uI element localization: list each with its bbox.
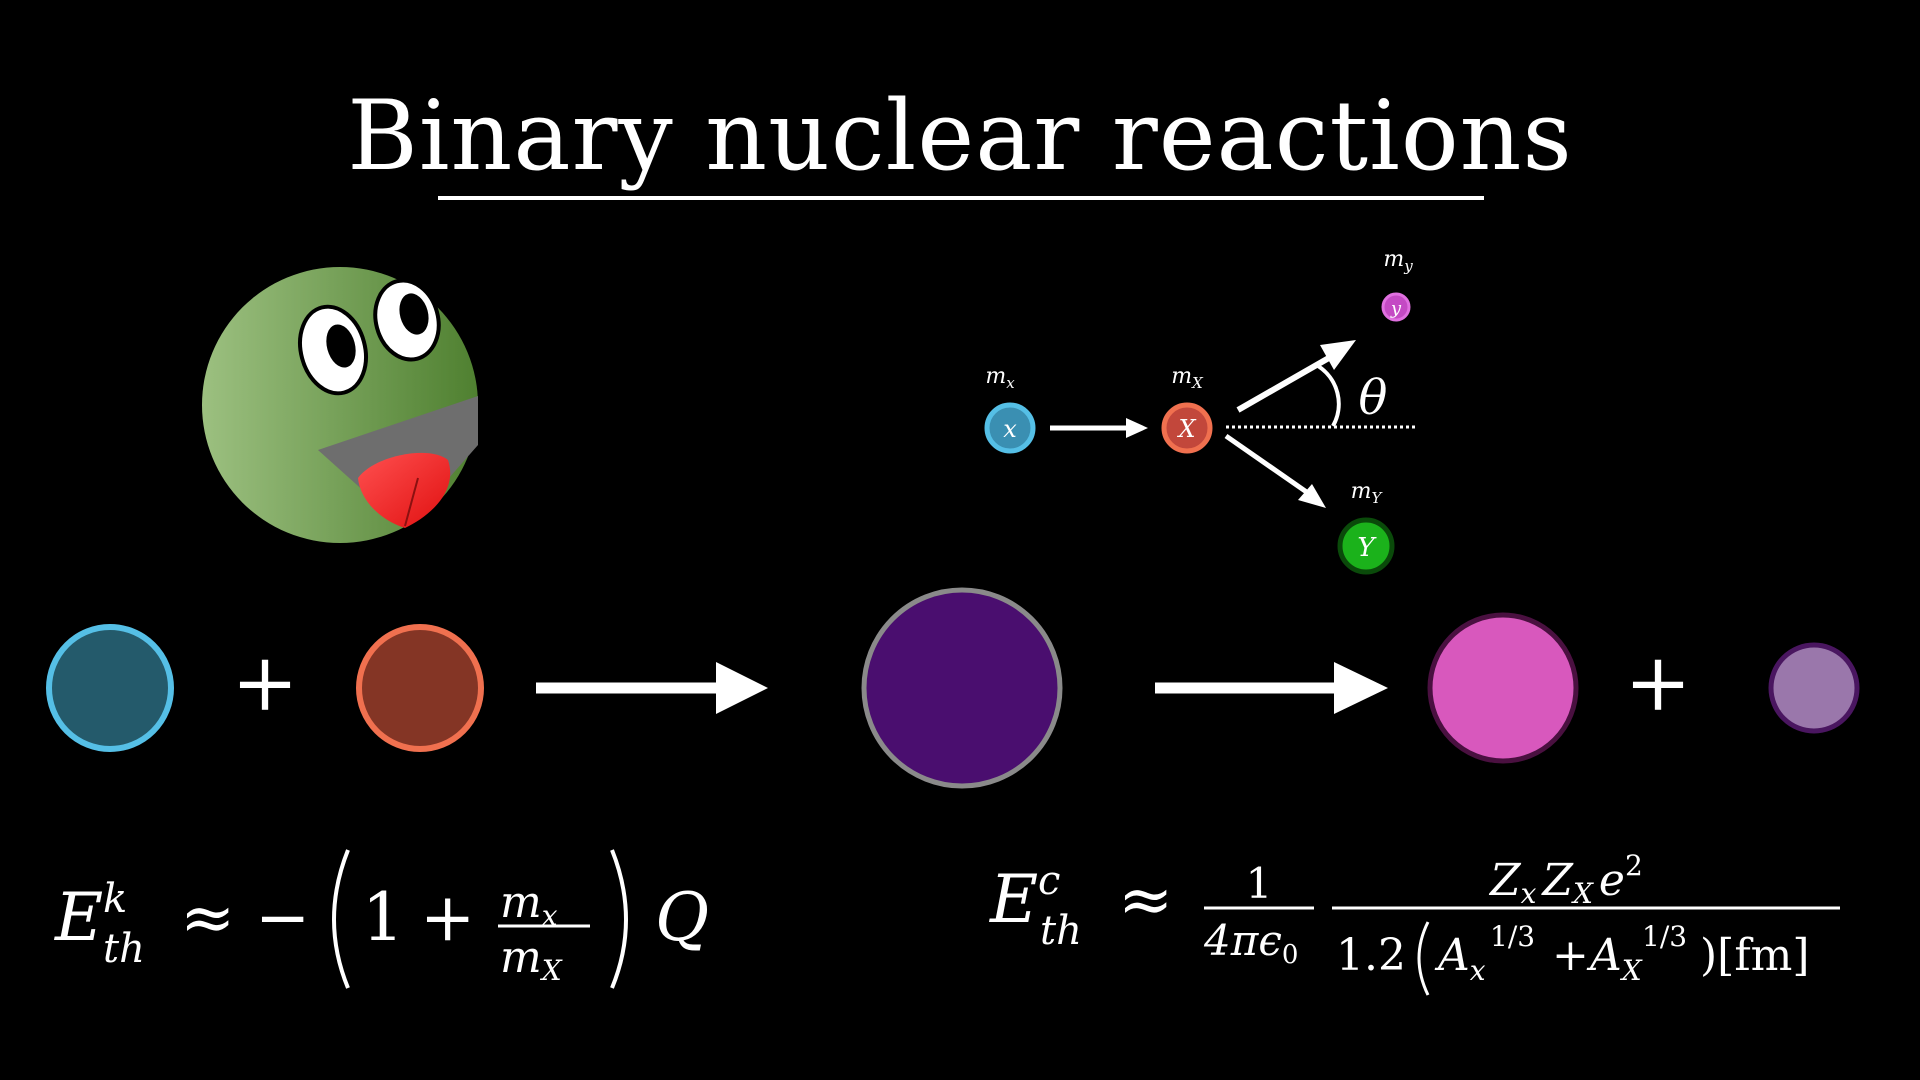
particle-X-mass: mX xyxy=(1171,364,1204,392)
svg-text:≈: ≈ xyxy=(1118,861,1173,938)
svg-text:4πϵ0: 4πϵ0 xyxy=(1203,916,1298,970)
svg-text:th: th xyxy=(1040,908,1082,954)
target-nucleus xyxy=(356,624,484,752)
angle-arc xyxy=(1316,364,1341,427)
svg-text:)[fm]: )[fm] xyxy=(1700,930,1810,981)
svg-text:th: th xyxy=(103,926,145,972)
incoming-arrow-head xyxy=(1126,418,1148,438)
svg-text:c: c xyxy=(1038,858,1060,904)
particle-Y-mass: mY xyxy=(1351,479,1384,507)
svg-text:mx: mx xyxy=(500,877,558,932)
outgoing-arrow-y-head xyxy=(1320,340,1356,370)
particle-x-mass: mx xyxy=(985,364,1015,392)
particle-Y-circle xyxy=(1337,517,1395,575)
particle-x-circle xyxy=(984,402,1036,454)
light-product-nucleus xyxy=(1768,642,1860,734)
particle-x-symbol: x xyxy=(1003,415,1017,443)
svg-text:+: + xyxy=(420,879,475,956)
svg-text:k: k xyxy=(103,876,127,922)
svg-text:1.2: 1.2 xyxy=(1336,930,1406,981)
title-underline xyxy=(438,196,1484,200)
svg-text:AX: AX xyxy=(1586,930,1643,987)
reaction-arrow-2-head xyxy=(1334,662,1388,714)
plus-sign-1: + xyxy=(231,636,298,729)
particle-X-circle xyxy=(1161,402,1213,454)
smiling-green-ball-icon xyxy=(202,267,478,543)
compound-nucleus xyxy=(861,587,1063,789)
equation-kinematic-threshold: E k th ≈ − 1 + mx mX Q xyxy=(54,849,709,989)
page-title: Binary nuclear reactions xyxy=(347,80,1573,192)
particle-X-symbol: X xyxy=(1176,415,1196,443)
projectile-nucleus xyxy=(46,624,174,752)
outgoing-arrow-y-shaft xyxy=(1236,352,1336,413)
svg-text:1/3: 1/3 xyxy=(1642,920,1687,953)
particle-y-symbol: y xyxy=(1390,298,1402,319)
plus-sign-2: + xyxy=(1624,636,1691,729)
particle-y-mass: my xyxy=(1383,247,1413,275)
outgoing-arrow-Y-head xyxy=(1298,484,1326,508)
svg-text:Q: Q xyxy=(655,879,709,956)
angle-theta-label: θ xyxy=(1359,370,1388,426)
particle-y-circle xyxy=(1381,292,1411,322)
svg-text:1/3: 1/3 xyxy=(1490,920,1535,953)
particle-Y-symbol: Y xyxy=(1357,533,1377,563)
scatter-diagram: x mx X mX θ y my Y mY xyxy=(984,247,1415,575)
svg-text:+: + xyxy=(1552,930,1589,981)
reaction-arrow-1-head xyxy=(716,662,768,714)
heavy-product-nucleus xyxy=(1427,612,1579,764)
svg-text:E: E xyxy=(54,879,103,956)
svg-text:E: E xyxy=(989,861,1038,938)
svg-text:≈: ≈ xyxy=(180,879,235,956)
equation-coulomb-threshold: E c th ≈ 1 4πϵ0 Zx ZX e2 1.2 Ax 1/3 + AX 1… xyxy=(989,849,1840,996)
svg-text:Ax: Ax xyxy=(1434,930,1486,987)
reaction-row: + + xyxy=(46,587,1860,789)
svg-text:1: 1 xyxy=(1246,859,1273,908)
svg-text:1: 1 xyxy=(362,879,404,956)
svg-text:−: − xyxy=(255,879,310,956)
svg-text:mX: mX xyxy=(500,932,563,987)
outgoing-arrow-Y-shaft xyxy=(1224,433,1310,496)
